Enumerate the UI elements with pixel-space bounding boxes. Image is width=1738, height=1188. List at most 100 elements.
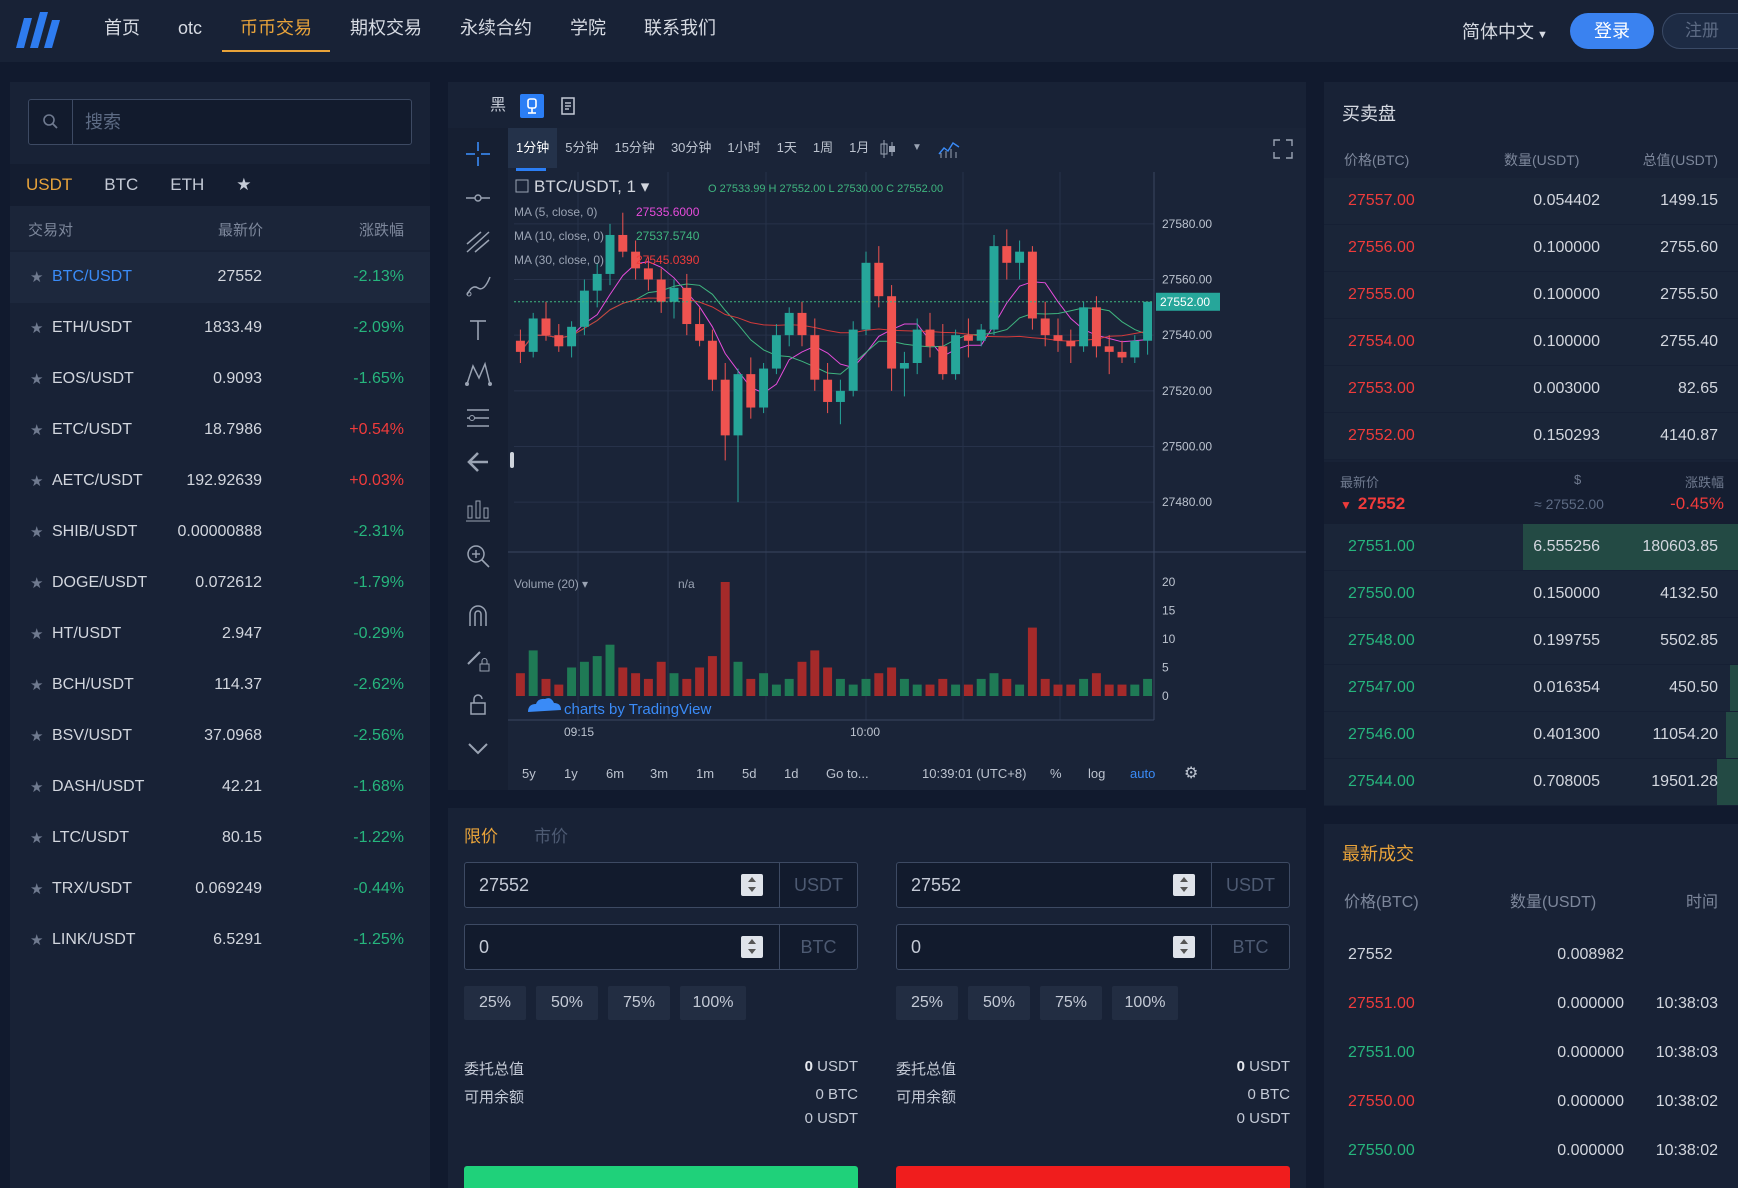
candle-body[interactable] bbox=[720, 379, 730, 436]
volume-bar[interactable] bbox=[887, 667, 897, 697]
pair-row[interactable]: ★ LTC/USDT 80.15 -1.22% bbox=[10, 813, 430, 864]
candle-body[interactable] bbox=[1053, 335, 1063, 341]
volume-bar[interactable] bbox=[618, 667, 628, 697]
star-icon[interactable]: ★ bbox=[30, 524, 44, 541]
pair-row[interactable]: ★ DOGE/USDT 0.072612 -1.79% bbox=[10, 558, 430, 609]
candle-body[interactable] bbox=[1130, 340, 1140, 358]
candle-body[interactable] bbox=[823, 379, 833, 402]
candle-body[interactable] bbox=[976, 329, 986, 341]
range-button[interactable]: 3m bbox=[650, 766, 669, 781]
trend-line-icon[interactable] bbox=[464, 228, 492, 256]
scale-option[interactable]: % bbox=[1050, 766, 1062, 781]
sell-button[interactable] bbox=[896, 1166, 1290, 1188]
candle-body[interactable] bbox=[618, 234, 628, 252]
logo-icon[interactable] bbox=[12, 8, 60, 50]
theme-icon[interactable] bbox=[520, 94, 544, 118]
nav-item-2[interactable]: 币币交易 bbox=[222, 0, 331, 52]
star-icon[interactable]: ★ bbox=[30, 575, 44, 592]
candle-body[interactable] bbox=[887, 296, 897, 369]
candle-body[interactable] bbox=[810, 335, 820, 380]
candle-body[interactable] bbox=[1091, 307, 1101, 347]
volume-bar[interactable] bbox=[1104, 684, 1114, 696]
candle-type-icon[interactable] bbox=[878, 138, 898, 160]
percent-button[interactable]: 50% bbox=[968, 986, 1030, 1020]
volume-bar[interactable] bbox=[631, 673, 641, 696]
star-icon[interactable]: ★ bbox=[30, 626, 44, 643]
notes-icon[interactable] bbox=[556, 94, 580, 118]
star-icon[interactable]: ★ bbox=[30, 779, 44, 796]
market-tab-2[interactable]: ETH bbox=[170, 175, 205, 194]
volume-bar[interactable] bbox=[759, 673, 769, 696]
tab-market[interactable]: 市价 bbox=[534, 827, 568, 846]
interval-tab[interactable]: 1小时 bbox=[727, 140, 761, 155]
stepper-icon[interactable] bbox=[1173, 936, 1195, 958]
pair-row[interactable]: ★ HT/USDT 2.947 -0.29% bbox=[10, 609, 430, 660]
volume-bar[interactable] bbox=[899, 678, 909, 696]
symbol-title[interactable]: BTC/USDT, 1 ▾ bbox=[534, 177, 650, 196]
pair-row[interactable]: ★ ETH/USDT 1833.49 -2.09% bbox=[10, 303, 430, 354]
candle-body[interactable] bbox=[707, 340, 717, 380]
volume-bar[interactable] bbox=[874, 673, 884, 696]
percent-button[interactable]: 100% bbox=[1112, 986, 1178, 1020]
volume-bar[interactable] bbox=[1079, 678, 1089, 696]
candle-body[interactable] bbox=[746, 374, 756, 408]
volume-bar[interactable] bbox=[784, 678, 794, 696]
candle-body[interactable] bbox=[656, 279, 666, 302]
volume-bar[interactable] bbox=[1027, 627, 1037, 696]
pencil-lock-icon[interactable] bbox=[464, 646, 492, 674]
volume-bar[interactable] bbox=[823, 667, 833, 697]
register-button[interactable]: 注册 bbox=[1662, 13, 1738, 49]
percent-button[interactable]: 25% bbox=[464, 986, 526, 1020]
back-arrow-icon[interactable] bbox=[464, 448, 492, 476]
volume-bar[interactable] bbox=[707, 656, 717, 696]
range-button[interactable]: 1d bbox=[784, 766, 799, 781]
collapse-icon[interactable] bbox=[515, 179, 529, 193]
buy-button[interactable] bbox=[464, 1166, 858, 1188]
volume-bar[interactable] bbox=[554, 684, 564, 696]
volume-bar[interactable] bbox=[733, 661, 743, 696]
chevron-down-icon[interactable]: ▼ bbox=[912, 142, 922, 153]
tab-limit[interactable]: 限价 bbox=[464, 827, 498, 846]
volume-bar[interactable] bbox=[925, 684, 935, 696]
pair-row[interactable]: ★ TRX/USDT 0.069249 -0.44% bbox=[10, 864, 430, 915]
pattern-icon[interactable] bbox=[464, 360, 492, 388]
volume-bar[interactable] bbox=[695, 667, 705, 697]
candle-body[interactable] bbox=[861, 262, 871, 330]
login-button[interactable]: 登录 bbox=[1570, 13, 1654, 49]
percent-button[interactable]: 25% bbox=[896, 986, 958, 1020]
buy-amount-field[interactable]: 0 BTC bbox=[464, 924, 858, 970]
candle-body[interactable] bbox=[771, 335, 781, 369]
candle-body[interactable] bbox=[912, 329, 922, 363]
candle-body[interactable] bbox=[567, 326, 577, 347]
star-icon[interactable]: ★ bbox=[30, 320, 44, 337]
candle-body[interactable] bbox=[963, 335, 973, 341]
nav-item-1[interactable]: otc bbox=[178, 18, 203, 38]
chart-area[interactable]: 1分钟 5分钟 15分钟 30分钟 1小时 1天 1周 1月 ▼ 27580.00 27560.… bbox=[508, 128, 1306, 790]
range-button[interactable]: 5y bbox=[522, 766, 536, 781]
pair-row[interactable]: ★ BCH/USDT 114.37 -2.62% bbox=[10, 660, 430, 711]
range-button[interactable]: 1m bbox=[696, 766, 715, 781]
orderbook-row[interactable]: 27544.00 0.708005 19501.28 bbox=[1324, 759, 1738, 806]
volume-bar[interactable] bbox=[771, 684, 781, 696]
volume-bar[interactable] bbox=[746, 678, 756, 696]
volume-bar[interactable] bbox=[567, 667, 577, 697]
candle-body[interactable] bbox=[631, 251, 641, 269]
horizontal-line-icon[interactable] bbox=[464, 184, 492, 212]
sell-amount-field[interactable]: 0 BTC bbox=[896, 924, 1290, 970]
candle-body[interactable] bbox=[605, 234, 615, 274]
orderbook-row[interactable]: 27557.00 0.054402 1499.15 bbox=[1324, 178, 1738, 225]
candle-body[interactable] bbox=[515, 340, 525, 352]
stepper-icon[interactable] bbox=[1173, 874, 1195, 896]
chart-resize-handle[interactable] bbox=[510, 452, 514, 468]
candle-body[interactable] bbox=[1104, 346, 1114, 352]
interval-tab[interactable]: 1周 bbox=[812, 140, 834, 155]
candle-body[interactable] bbox=[874, 262, 884, 297]
volume-bar[interactable] bbox=[989, 673, 999, 696]
volume-bar[interactable] bbox=[1015, 684, 1025, 696]
scale-option[interactable]: log bbox=[1088, 766, 1106, 781]
orderbook-row[interactable]: 27548.00 0.199755 5502.85 bbox=[1324, 618, 1738, 665]
text-tool-icon[interactable] bbox=[464, 316, 492, 344]
volume-bar[interactable] bbox=[963, 684, 973, 696]
candle-body[interactable] bbox=[1027, 251, 1037, 319]
nav-item-3[interactable]: 期权交易 bbox=[350, 18, 423, 38]
